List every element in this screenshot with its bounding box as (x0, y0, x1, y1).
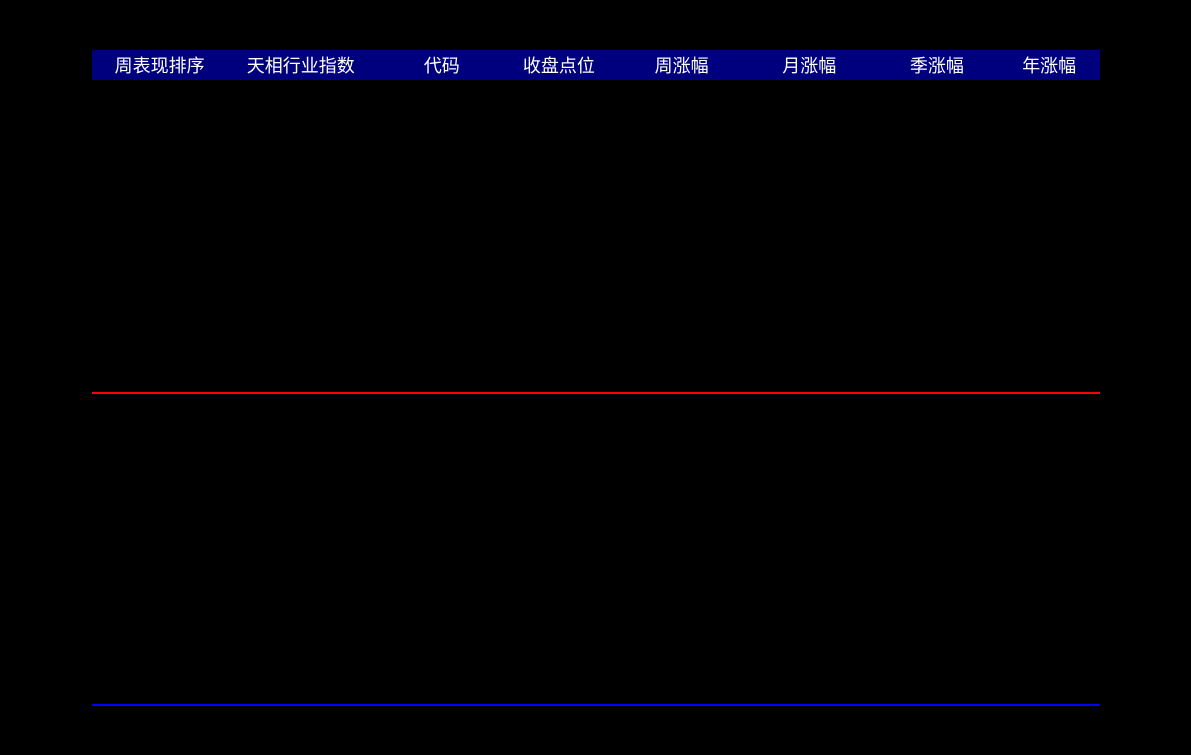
header-close: 收盘点位 (497, 52, 620, 78)
blue-divider (92, 704, 1100, 706)
header-week: 周涨幅 (620, 52, 743, 78)
table-upper-section (92, 80, 1100, 392)
header-rank: 周表现排序 (92, 52, 215, 78)
header-industry: 天相行业指数 (215, 52, 386, 78)
table-header-row: 周表现排序 天相行业指数 代码 收盘点位 周涨幅 月涨幅 季涨幅 年涨幅 (92, 50, 1100, 80)
industry-index-table: 周表现排序 天相行业指数 代码 收盘点位 周涨幅 月涨幅 季涨幅 年涨幅 (92, 50, 1100, 706)
header-quarter: 季涨幅 (876, 52, 999, 78)
header-month: 月涨幅 (743, 52, 875, 78)
header-code: 代码 (386, 52, 497, 78)
table-lower-section (92, 394, 1100, 704)
header-year: 年涨幅 (998, 52, 1100, 78)
